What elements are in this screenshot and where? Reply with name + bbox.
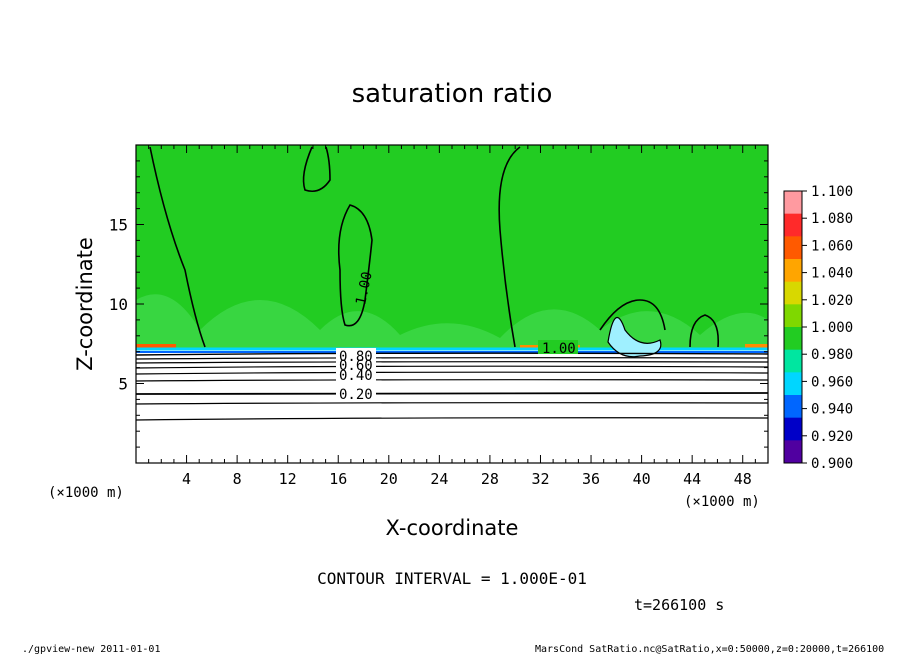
- contour-label: 1.00: [353, 270, 376, 306]
- field-feature: [607, 317, 662, 358]
- y-axis-ticks: 5 10 15: [109, 160, 768, 448]
- colorbar-label: 0.900: [811, 456, 853, 472]
- colorbar-label: 1.100: [811, 184, 853, 200]
- colorbar-label: 1.000: [811, 320, 853, 336]
- time-label: t=266100 s: [634, 596, 724, 614]
- contour-1-top-blob: [302, 146, 331, 193]
- colorbar-label: 1.040: [811, 266, 853, 282]
- y-tick-label: 5: [118, 375, 128, 394]
- y-tick-label: 15: [109, 216, 128, 235]
- colorbar-swatch: [784, 236, 802, 260]
- x-tick-label: 4: [182, 470, 191, 488]
- colorbar-label: 1.020: [811, 293, 853, 309]
- field-supersat-left: [136, 344, 176, 349]
- colorbar-label: 0.940: [811, 402, 853, 418]
- x-tick-label: 8: [233, 470, 242, 488]
- colorbar-swatch: [784, 440, 802, 464]
- contour-label: 0.60: [339, 358, 373, 374]
- y-tick-label: 10: [109, 295, 128, 314]
- contour-1-center-blob: [337, 204, 373, 327]
- colorbar-swatch: [784, 372, 802, 396]
- colorbar-label: 0.960: [811, 374, 853, 390]
- x-tick-label: 12: [279, 470, 297, 488]
- x-axis-ticks: 4 8 12 16 20 24 28 32 36 40 44 48: [148, 145, 756, 488]
- x-tick-label: 36: [582, 470, 600, 488]
- footer-right: MarsCond_SatRatio.nc@SatRatio,x=0:50000,…: [535, 644, 884, 654]
- x-unit-label-right: (×1000 m): [684, 494, 760, 510]
- colorbar-swatch: [784, 213, 802, 237]
- colorbar-label: 0.920: [811, 429, 853, 445]
- field-supersat-right: [745, 344, 768, 349]
- colorbar-swatch: [784, 304, 802, 328]
- colorbar-label: 0.980: [811, 347, 853, 363]
- x-tick-label: 32: [531, 470, 549, 488]
- colorbar-swatch: [784, 349, 802, 373]
- contour-label: 0.80: [339, 349, 373, 365]
- colorbar-swatch: [784, 281, 802, 305]
- chart-title: saturation ratio: [352, 79, 553, 109]
- contour-layers: [135, 352, 769, 421]
- x-tick-label: 24: [430, 470, 448, 488]
- contour-label: 0.40: [339, 368, 373, 384]
- colorbar: 1.100 1.080 1.060 1.040 1.020 1.000 0.980 0.960…: [783, 184, 853, 472]
- plot-area: 1.00 1.00 0.80 0.60 0.40 0.20: [135, 144, 769, 464]
- contour-1-right: [498, 146, 521, 348]
- x-axis-label: X-coordinate: [386, 516, 519, 540]
- x-tick-label: 40: [633, 470, 651, 488]
- contour-1-left: [149, 146, 206, 348]
- colorbar-label: 1.060: [811, 238, 853, 254]
- x-tick-label: 28: [481, 470, 499, 488]
- x-tick-label: 44: [683, 470, 701, 488]
- x-tick-label: 48: [734, 470, 752, 488]
- colorbar-swatch: [784, 395, 802, 419]
- footer-left: ./gpview-new 2011-01-01: [22, 644, 160, 654]
- colorbar-swatch: [784, 191, 802, 215]
- colorbar-swatch: [784, 417, 802, 441]
- x-unit-label-left: (×1000 m): [48, 485, 124, 501]
- y-axis-label: Z-coordinate: [73, 237, 97, 371]
- contour-label: 1.00: [542, 341, 576, 357]
- colorbar-label: 1.080: [811, 211, 853, 227]
- colorbar-swatch: [784, 327, 802, 351]
- colorbar-swatch: [784, 259, 802, 283]
- x-tick-label: 16: [329, 470, 347, 488]
- contour-interval-text: CONTOUR INTERVAL = 1.000E-01: [317, 569, 587, 588]
- contour-label: 0.20: [339, 387, 373, 403]
- contour-1-east-blobs: [599, 299, 720, 348]
- x-tick-label: 20: [380, 470, 398, 488]
